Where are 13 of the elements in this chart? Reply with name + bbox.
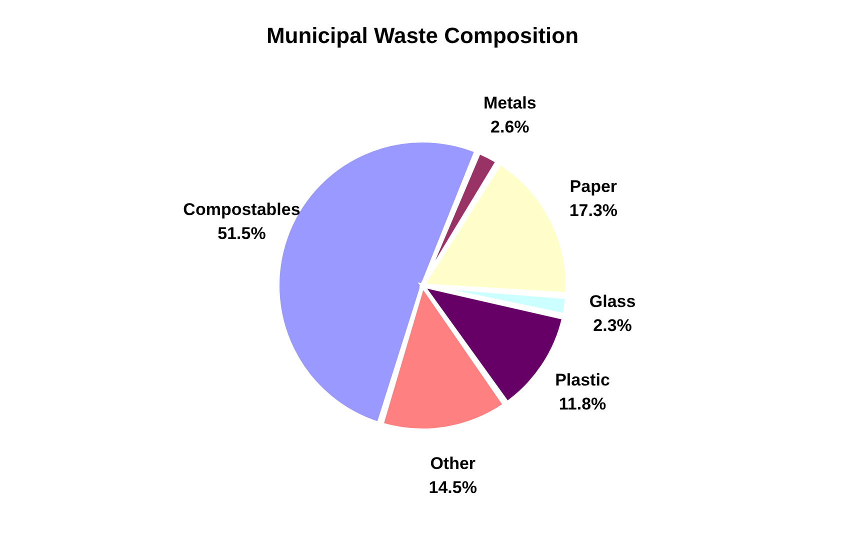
slice-label: Other <box>430 454 476 474</box>
chart-title: Municipal Waste Composition <box>266 23 579 48</box>
slice-label: Paper <box>570 177 618 196</box>
data-label: 11.8% <box>558 394 606 414</box>
slice-label: Compostables <box>183 200 300 219</box>
data-label: 51.5% <box>218 224 266 243</box>
slice-label: Plastic <box>555 370 610 390</box>
data-label: 2.3% <box>593 316 632 335</box>
slice-label: Metals <box>483 94 536 113</box>
slice-label: Glass <box>589 292 636 311</box>
data-label: 2.6% <box>490 118 530 137</box>
data-label: 14.5% <box>428 478 477 498</box>
data-label: 17.3% <box>569 201 618 220</box>
